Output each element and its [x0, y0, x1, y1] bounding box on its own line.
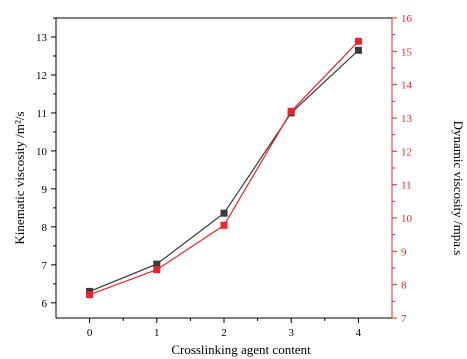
series-1-point	[153, 260, 161, 268]
left-y-tick-label: 13	[36, 32, 48, 44]
left-y-tick-label: 11	[36, 108, 47, 120]
left-y-tick-label: 12	[36, 70, 47, 82]
series-2-point	[220, 221, 228, 229]
left-y-tick-label: 9	[42, 184, 48, 196]
right-y-tick-label: 12	[401, 146, 412, 158]
series-2-point	[354, 37, 362, 45]
right-y-tick-label: 8	[401, 280, 407, 292]
x-tick-label: 2	[221, 327, 227, 339]
right-y-tick-label: 16	[401, 13, 413, 25]
series-2-point	[153, 266, 161, 274]
right-y-tick-label: 11	[401, 180, 412, 192]
right-y-tick-label: 9	[401, 246, 407, 258]
right-axis-title: Dynamic viscosity /mpa.s	[451, 121, 466, 256]
x-tick-label: 1	[154, 327, 160, 339]
series-1-point	[354, 46, 362, 54]
series-1-line	[89, 49, 359, 292]
left-y-tick-label: 6	[42, 298, 48, 310]
x-tick-label: 4	[356, 327, 362, 339]
x-axis-title: Crosslinking agent content	[171, 342, 311, 357]
right-y-tick-label: 14	[401, 80, 413, 92]
series-2-point	[287, 107, 295, 115]
right-y-tick-label: 13	[401, 113, 413, 125]
left-axis-title: Kinematic viscosity /m²/s	[12, 111, 27, 244]
left-y-tick-label: 8	[42, 222, 48, 234]
x-tick-label: 3	[288, 327, 294, 339]
x-tick-label: 0	[87, 327, 93, 339]
left-y-tick-label: 7	[42, 260, 48, 272]
right-y-tick-label: 10	[401, 213, 413, 225]
right-y-tick-label: 7	[401, 313, 407, 325]
series-2-point	[86, 291, 94, 299]
left-y-tick-label: 10	[36, 146, 48, 158]
right-y-tick-label: 15	[401, 46, 413, 58]
series-2-line	[89, 40, 359, 296]
series-1-point	[220, 209, 228, 217]
